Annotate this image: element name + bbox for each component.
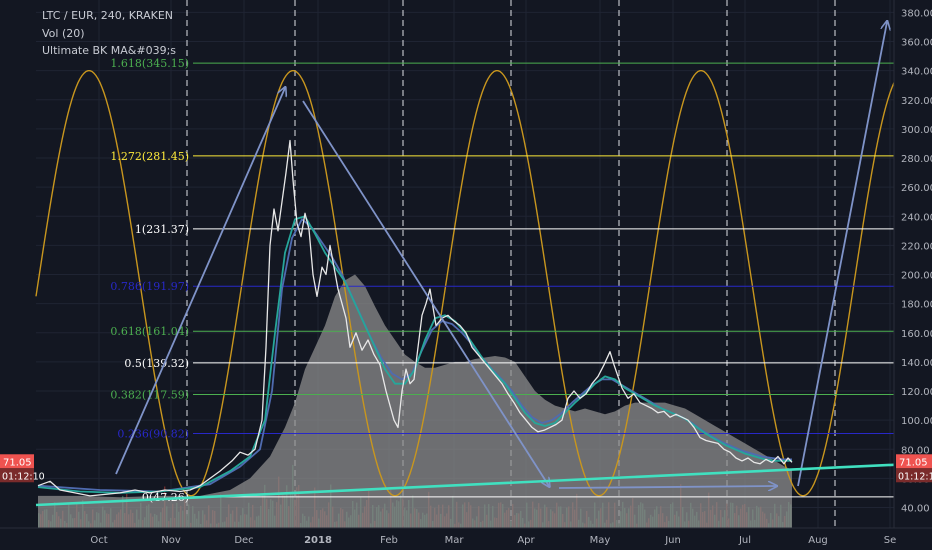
price-tick-label: 340.00 [901,67,932,78]
price-tick-label: 220.00 [901,241,932,252]
fib-level-label: 0.236(90.82) [117,427,189,440]
price-tick-label: 180.00 [901,300,932,311]
time-tick-label: Nov [161,535,181,546]
time-tick-label: Dec [234,535,253,546]
fib-level-label: 0.618(161.04) [110,325,189,338]
symbol-title[interactable]: LTC / EUR, 240, KRAKEN [42,9,174,22]
price-tick-label: 140.00 [901,358,932,369]
last-price-label: 71.05 [899,457,928,468]
fib-level-label: 1.618(345.15) [110,57,189,70]
trend-arrow [558,486,776,488]
price-tick-label: 100.00 [901,416,932,427]
ma-area [38,274,792,528]
countdown-box [0,468,34,483]
ma-line [37,215,792,494]
support-trendline [35,461,932,507]
annotations[interactable] [35,22,932,507]
fib-level-label: 1.272(281.45) [110,150,189,163]
last-price-box [896,454,932,469]
fib-level-label: 0.786(191.97) [110,280,189,293]
last-price-box [0,454,34,469]
price-tick-label: 360.00 [901,38,932,49]
price-tick-label: 280.00 [901,154,932,165]
price-tick-label: 260.00 [901,183,932,194]
time-tick-label: Aug [808,535,828,546]
price-tick-label: 160.00 [901,329,932,340]
indicator-legend[interactable]: Ultimate BK MA&#039;s [42,44,177,57]
time-tick-label: Se [884,535,897,546]
time-tick-label: Jun [664,535,681,546]
price-tick-label: 120.00 [901,387,932,398]
time-tick-label: Feb [380,535,398,546]
countdown-label: 01:12:10 [898,471,932,482]
countdown-box [896,468,932,483]
last-price-label: 71.05 [3,457,32,468]
cycle-line [35,70,895,497]
trend-arrow [302,100,549,486]
price-labels: 71.05 01:12:10 71.05 01:12:10 [0,454,932,483]
time-axis-bg [0,528,932,550]
price-tick-label: 320.00 [901,96,932,107]
countdown-label: 01:12:10 [2,471,45,482]
price-tick-label: 300.00 [901,125,932,136]
price-tick-label: 380.00 [901,8,932,19]
sine-cycle [35,70,895,497]
ma-area-shape [38,274,792,528]
price-tick-label: 240.00 [901,212,932,223]
time-axis[interactable]: Oct Nov Dec 2018 Feb Mar Apr May Jun Jul Aug Se [0,527,932,550]
time-tick-label: Apr [517,535,535,546]
time-tick-label: May [590,535,611,546]
price-tick-label: 200.00 [901,271,932,282]
trend-arrow [115,88,285,475]
price-tick-label: 80.00 [901,445,930,456]
time-tick-label: Jul [738,535,751,546]
time-tick-label: Mar [445,535,465,546]
time-tick-label: 2018 [304,535,332,546]
price-tick-label: 40.00 [901,504,930,515]
fib-level-label: 1(231.37) [135,223,189,236]
volume-legend[interactable]: Vol (20) [42,27,85,40]
fib-level-label: 0.5(139.32) [124,357,189,370]
trend-arrow [797,22,887,487]
time-tick-label: Oct [90,535,107,546]
